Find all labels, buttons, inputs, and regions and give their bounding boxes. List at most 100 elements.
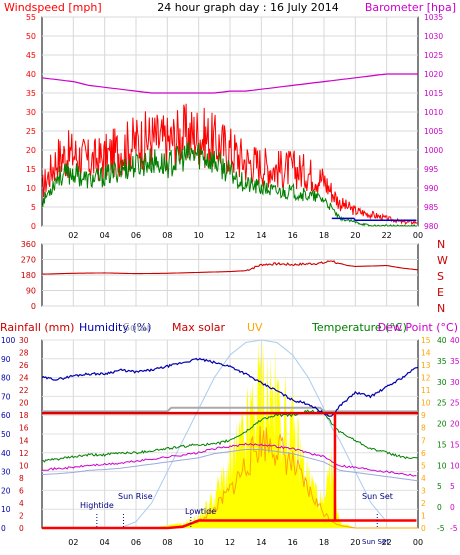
humidity-y-tick-label: 70 (1, 392, 11, 401)
dewpoint-y-tick-label: 5 (450, 482, 455, 491)
uv-y-tick-label: 8 (421, 424, 426, 433)
temperature-line (41, 409, 419, 463)
direction-y-tick-label: 360 (21, 240, 36, 249)
plot-areas: 0510152025303540455055980985990995100010… (1, 13, 460, 547)
x-tick-label: 18 (319, 538, 329, 547)
x-tick-label: 08 (162, 538, 172, 547)
barometer-y-tick-label: 1035 (424, 13, 443, 22)
wind-y-tick-label: 50 (26, 32, 36, 41)
wind-y-tick-label: 15 (26, 165, 36, 174)
x-tick-label: 20 (350, 538, 360, 547)
uv-y-tick-label: 11 (421, 386, 431, 395)
direction-y-tick-label: 180 (21, 271, 36, 280)
maxsolar-curve (120, 339, 386, 529)
dewpoint-line (41, 442, 417, 477)
x-tick-label: 14 (256, 538, 266, 547)
humidity-y-tick-label: 80 (1, 374, 11, 383)
temperature-y-tick-label: 30 (437, 378, 447, 387)
solar-line (42, 406, 418, 413)
x-tick-label: 00 (413, 538, 423, 547)
x-tick-label: 04 (100, 231, 110, 240)
uv-y-tick-label: 14 (421, 349, 431, 358)
wind-y-tick-label: 45 (26, 51, 36, 60)
wind-y-tick-label: 0 (31, 222, 36, 231)
sunrise-label: Sun Rise (118, 492, 153, 501)
rainfall-y-tick-label: 30 (19, 336, 29, 345)
barometer-y-tick-label: 1020 (424, 70, 443, 79)
uv-y-tick-label: 13 (421, 361, 431, 370)
humidity-y-tick-label: 90 (1, 355, 11, 364)
direction-line (42, 260, 419, 275)
humidity-axis-label: Humidity (%) (79, 321, 151, 334)
wind-y-tick-label: 40 (26, 70, 36, 79)
lowtide-label: Lowtide (185, 507, 216, 516)
humidity-y-tick-label: 60 (1, 411, 11, 420)
uv-y-tick-label: 6 (421, 449, 426, 458)
x-tick-label: 10 (194, 231, 204, 240)
uv-y-tick-label: 10 (421, 399, 431, 408)
sunset-bottom-label: Sun Set (362, 538, 389, 546)
dewpoint-y-tick-label: 35 (450, 357, 460, 366)
x-tick-label: 22 (382, 231, 392, 240)
compass-letter: E (437, 286, 444, 299)
humidity-y-tick-label: 0 (1, 524, 6, 533)
rainfall-y-tick-label: 10 (19, 461, 29, 470)
x-tick-label: 16 (288, 231, 298, 240)
dewpoint-y-tick-label: -5 (450, 524, 458, 533)
barometer-axis-label: Barometer [hpa] (365, 1, 456, 14)
rainfall-y-tick-label: 16 (19, 424, 29, 433)
rainfall-y-tick-label: 22 (19, 386, 29, 395)
barometer-y-tick-label: 980 (424, 222, 439, 231)
x-tick-label: 20 (350, 231, 360, 240)
humidity-line (41, 357, 419, 417)
rainfall-y-tick-label: 12 (19, 449, 29, 458)
temperature-y-tick-label: 0 (437, 503, 442, 512)
uv-y-tick-label: 12 (421, 374, 431, 383)
x-tick-label: 02 (68, 538, 78, 547)
wind-y-tick-label: 55 (26, 13, 36, 22)
direction-y-tick-label: 0 (31, 302, 36, 311)
uv-y-tick-label: 7 (421, 436, 426, 445)
temperature-y-tick-label: 5 (437, 482, 442, 491)
dewpoint-y-tick-label: 25 (450, 399, 460, 408)
temperature-y-tick-label: 25 (437, 399, 447, 408)
wind-axis-label: Windspeed [mph] (4, 1, 102, 14)
temperature-y-tick-label: 10 (437, 461, 447, 470)
x-tick-label: 06 (131, 538, 141, 547)
temperature-y-tick-label: 15 (437, 440, 447, 449)
x-tick-label: 14 (256, 231, 266, 240)
wind-y-tick-label: 35 (26, 89, 36, 98)
x-tick-label: 08 (162, 231, 172, 240)
barometer-y-tick-label: 1010 (424, 108, 443, 117)
x-tick-label: 04 (100, 538, 110, 547)
compass-letter: N (437, 302, 445, 315)
rainfall-axis-label: Rainfall (mm) (0, 321, 74, 334)
gust-line (41, 141, 418, 227)
rainfall-y-tick-label: 24 (19, 374, 29, 383)
solar-axis-label: Solar (123, 321, 152, 334)
wind-y-tick-label: 5 (31, 203, 36, 212)
rainfall-y-tick-label: 20 (19, 399, 29, 408)
humidity-y-tick-label: 50 (1, 430, 11, 439)
humidity-secondary-line (41, 449, 419, 482)
wind-y-tick-label: 30 (26, 108, 36, 117)
uv-y-tick-label: 5 (421, 461, 426, 470)
rainfall-y-tick-label: 28 (19, 349, 29, 358)
humidity-y-tick-label: 100 (1, 336, 16, 345)
dewpoint-axis-label: Dew Point (°C) (378, 321, 458, 334)
humidity-y-tick-label: 40 (1, 449, 11, 458)
compass-letter: W (437, 254, 448, 267)
direction-y-tick-label: 90 (26, 287, 36, 296)
barometer-line (41, 73, 418, 94)
humidity-y-tick-label: 20 (1, 486, 11, 495)
x-tick-label: 18 (319, 231, 329, 240)
dewpoint-y-tick-label: 30 (450, 378, 460, 387)
compass-letter: S (437, 270, 444, 283)
x-tick-label: 00 (413, 231, 423, 240)
x-tick-label: 02 (68, 231, 78, 240)
barometer-y-tick-label: 1015 (424, 89, 443, 98)
direction-y-tick-label: 270 (21, 256, 36, 265)
rainfall-y-tick-label: 18 (19, 411, 29, 420)
